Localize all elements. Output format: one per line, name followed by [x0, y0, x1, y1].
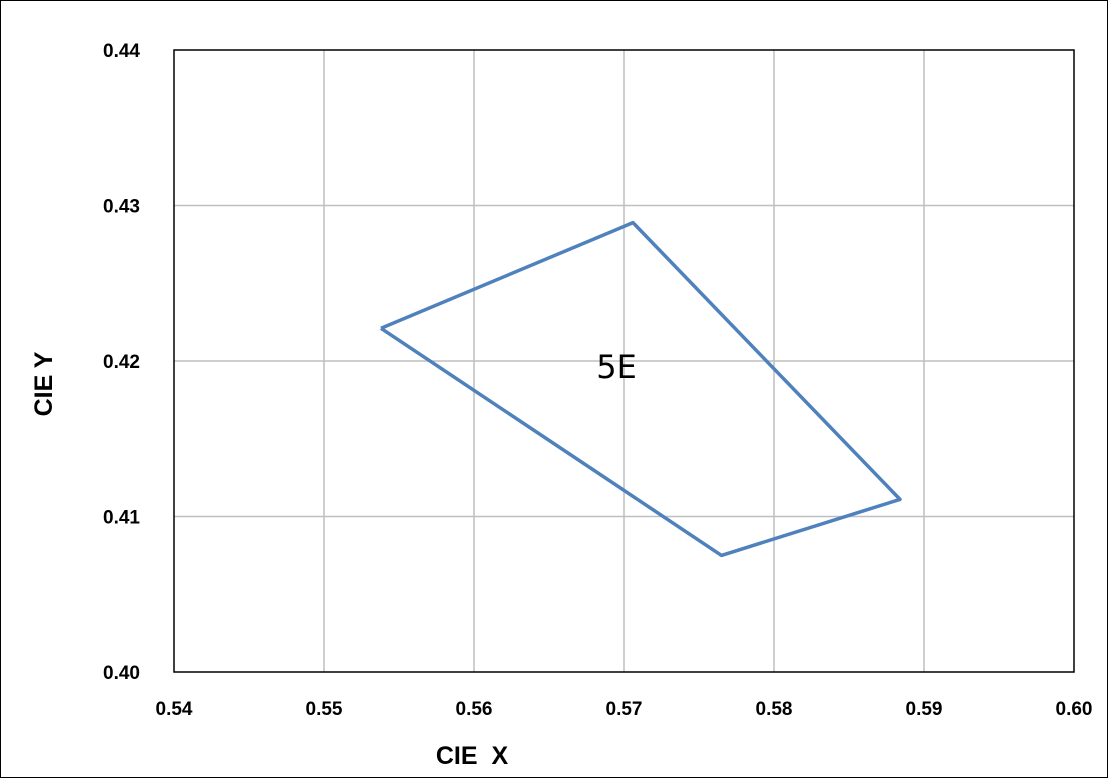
x-tick-label: 0.56	[456, 699, 493, 720]
y-tick-label: 0.40	[103, 663, 140, 684]
y-axis-title: CIE Y	[30, 351, 58, 416]
x-tick-label: 0.54	[156, 699, 193, 720]
annotation-layer: 5E	[596, 348, 637, 386]
y-tick-label: 0.42	[103, 352, 140, 373]
y-tick-label: 0.41	[103, 508, 140, 529]
plot-area	[173, 49, 1075, 673]
grid	[174, 50, 1074, 672]
x-tick-labels: 0.54 0.55 0.56 0.57 0.58 0.59 0.60	[156, 699, 1093, 720]
x-tick-label: 0.59	[906, 699, 943, 720]
x-tick-label: 0.57	[606, 699, 643, 720]
y-tick-label: 0.44	[103, 41, 140, 62]
x-axis-title: CIE X	[436, 742, 509, 770]
series-line	[380, 220, 902, 558]
x-tick-label: 0.58	[756, 699, 793, 720]
y-tick-labels: 0.40 0.41 0.42 0.43 0.44	[103, 41, 140, 684]
x-tick-label: 0.55	[306, 699, 343, 720]
y-tick-label: 0.43	[103, 197, 140, 218]
region-label: 5E	[596, 348, 637, 386]
x-tick-label: 0.60	[1056, 699, 1093, 720]
series-layer	[380, 220, 902, 558]
